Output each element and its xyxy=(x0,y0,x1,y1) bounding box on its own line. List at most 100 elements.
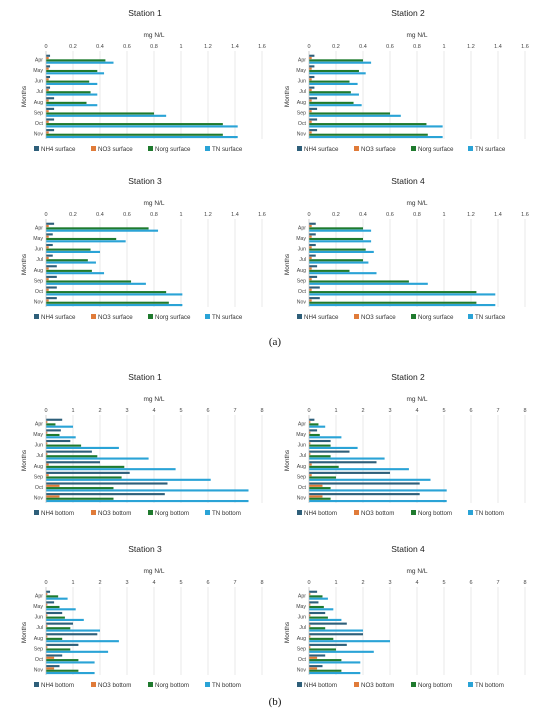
legend-label: Norg bottom xyxy=(418,682,452,689)
bar-no3-surface xyxy=(46,288,49,291)
x-tick-label: 4 xyxy=(415,580,418,586)
y-tick-label: Jul xyxy=(299,453,306,459)
y-tick-label: Nov xyxy=(297,132,307,138)
bar-no3-bottom xyxy=(46,646,48,649)
legend-swatch xyxy=(205,314,210,319)
bar-nh4-surface xyxy=(46,243,53,247)
y-tick-label: Jul xyxy=(36,453,43,459)
bar-norg-bottom xyxy=(309,497,331,500)
bar-norg-bottom xyxy=(46,423,56,426)
legend-label: NO3 bottom xyxy=(98,682,131,689)
bar-norg-surface xyxy=(46,237,117,241)
x-tick-label: 1.6 xyxy=(521,44,529,50)
x-tick-label: 1.2 xyxy=(204,44,212,50)
bar-no3-bottom xyxy=(46,593,48,596)
y-axis-label: Months xyxy=(284,449,291,471)
bar-no3-surface xyxy=(309,246,312,249)
bar-tn-bottom xyxy=(309,618,342,621)
bar-no3-bottom xyxy=(46,656,55,659)
x-tick-label: 1.4 xyxy=(494,212,502,218)
bar-norg-surface xyxy=(46,133,223,136)
bar-nh4-surface xyxy=(46,254,53,257)
bar-nh4-bottom xyxy=(309,418,315,421)
x-tick-label: 2 xyxy=(98,580,101,586)
bar-tn-bottom xyxy=(46,597,68,600)
y-tick-label: Jun xyxy=(298,443,306,449)
x-tick-label: 1 xyxy=(334,580,337,586)
chart-panel-6: Station 2 mg N/L 0 1 2 3 4 5 6 7 8 Apr May Jun Jul Aug S… xyxy=(284,372,527,517)
legend-swatch xyxy=(411,146,416,151)
x-tick-label: 1.4 xyxy=(231,212,239,218)
y-tick-label: Sep xyxy=(34,474,43,480)
bar-no3-surface xyxy=(46,88,49,92)
x-tick-label: 0.2 xyxy=(332,212,340,218)
chart-panel-4: Station 4 mg N/L 0 0.2 0.4 0.6 0.8 1 1.2 1.4 1.6 Ap… xyxy=(284,176,529,321)
bar-norg-surface xyxy=(309,101,354,104)
bar-no3-bottom xyxy=(309,421,311,424)
x-tick-label: 0 xyxy=(307,408,310,414)
bar-tn-bottom xyxy=(309,478,431,481)
y-tick-label: Oct xyxy=(298,485,307,491)
bar-norg-bottom xyxy=(46,637,63,640)
legend-swatch xyxy=(148,510,153,515)
bar-no3-surface xyxy=(46,78,49,81)
bar-norg-bottom xyxy=(46,476,122,479)
bar-nh4-surface xyxy=(46,129,55,132)
y-tick-label: May xyxy=(33,604,43,610)
bar-norg-bottom xyxy=(46,497,114,500)
legend-swatch xyxy=(297,510,302,515)
bar-nh4-surface xyxy=(46,75,51,79)
chart-title: Station 2 xyxy=(391,372,425,382)
legend-label: NO3 surface xyxy=(361,146,396,153)
y-tick-label: Apr xyxy=(298,593,306,599)
bar-tn-bottom xyxy=(46,457,149,460)
bar-norg-bottom xyxy=(309,605,324,609)
bar-tn-surface xyxy=(46,303,183,307)
bar-no3-surface xyxy=(309,99,312,102)
bar-no3-bottom xyxy=(46,484,60,487)
bar-tn-surface xyxy=(46,250,100,253)
chart-panel-2: Station 2 mg N/L 0 0.2 0.4 0.6 0.8 1 1.2 1.4 1.6 Ap… xyxy=(284,8,529,153)
legend-swatch xyxy=(205,146,210,151)
legend-label: NO3 surface xyxy=(361,314,396,321)
bar-no3-surface xyxy=(309,235,312,238)
legend-swatch xyxy=(297,314,302,319)
y-tick-label: Nov xyxy=(34,496,44,502)
x-tick-label: 0 xyxy=(307,212,310,218)
bar-nh4-bottom xyxy=(309,611,326,615)
bar-nh4-bottom xyxy=(46,590,51,593)
chart-title: Station 1 xyxy=(128,372,162,382)
bar-norg-bottom xyxy=(309,465,339,468)
x-axis-label: mg N/L xyxy=(144,200,165,207)
y-axis-label: Months xyxy=(284,253,291,275)
bar-no3-bottom xyxy=(309,667,318,670)
x-tick-label: 1 xyxy=(334,408,337,414)
bar-no3-bottom xyxy=(46,452,48,456)
y-tick-label: May xyxy=(33,68,43,74)
y-tick-label: Nov xyxy=(34,668,44,674)
legend-swatch xyxy=(354,314,359,319)
x-tick-label: 1.2 xyxy=(467,212,475,218)
x-tick-label: 3 xyxy=(388,408,391,414)
bar-nh4-surface xyxy=(46,54,51,57)
bar-norg-bottom xyxy=(309,595,323,598)
bar-norg-bottom xyxy=(46,444,82,447)
x-tick-label: 8 xyxy=(260,580,263,586)
bar-tn-bottom xyxy=(46,629,100,632)
bar-norg-bottom xyxy=(46,455,98,458)
bar-nh4-surface xyxy=(46,97,55,100)
bar-tn-surface xyxy=(46,261,96,264)
bar-norg-bottom xyxy=(309,433,320,437)
bar-norg-surface xyxy=(46,301,169,304)
y-axis-label: Months xyxy=(21,621,28,643)
bar-norg-surface xyxy=(46,80,90,83)
bar-no3-surface xyxy=(46,235,49,238)
bar-no3-bottom xyxy=(309,646,311,649)
legend-label: Norg surface xyxy=(418,314,454,321)
x-axis-label: mg N/L xyxy=(407,396,428,403)
legend-label: Norg surface xyxy=(155,146,191,153)
bar-norg-surface xyxy=(309,80,350,83)
bar-norg-bottom xyxy=(309,476,336,479)
bar-no3-surface xyxy=(309,110,312,113)
x-tick-label: 0.4 xyxy=(359,44,367,50)
